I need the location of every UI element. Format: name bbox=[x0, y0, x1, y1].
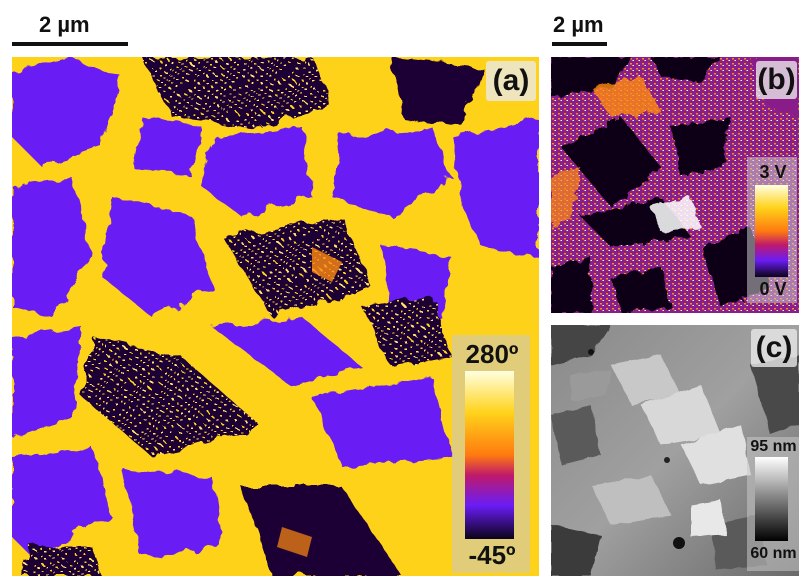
colorbar-min-b: 0 V bbox=[759, 279, 787, 299]
colorbar-gradient-a bbox=[465, 371, 514, 539]
scale-bar-label-left: 2 µm bbox=[39, 12, 90, 37]
colorbar-max-c: 95 nm bbox=[750, 438, 797, 455]
colorbar-max-b: 3 V bbox=[759, 162, 787, 182]
colorbar-min-a: -45º bbox=[468, 540, 516, 570]
phase-image-panel-a bbox=[12, 57, 539, 576]
potential-image-b bbox=[551, 57, 799, 313]
colorbar-min-c: 60 nm bbox=[750, 545, 797, 562]
panel-label-a: (a) bbox=[492, 64, 530, 97]
topography-image-panel-c bbox=[551, 325, 799, 576]
topography-image-c bbox=[551, 325, 799, 576]
phase-image-a bbox=[12, 57, 539, 576]
scale-bar-label-right: 2 µm bbox=[553, 12, 604, 37]
colorbar-gradient-b bbox=[755, 185, 788, 277]
scale-bar-left bbox=[12, 42, 128, 46]
panel-label-b: (b) bbox=[757, 63, 796, 96]
panel-label-c: (c) bbox=[755, 331, 793, 364]
colorbar-max-a: 280º bbox=[465, 339, 519, 369]
colorbar-gradient-c bbox=[755, 457, 788, 541]
scale-bar-right bbox=[552, 42, 607, 46]
potential-image-panel-b bbox=[551, 57, 799, 313]
